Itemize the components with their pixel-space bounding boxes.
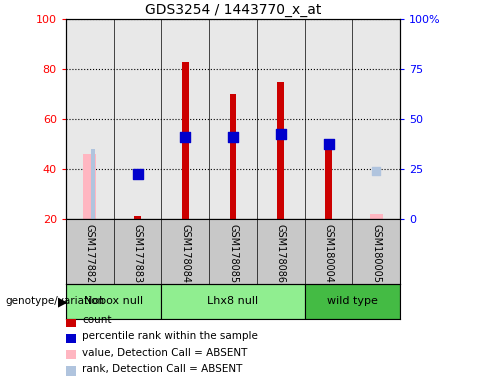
Bar <box>278 82 284 219</box>
Point <box>277 131 285 137</box>
Bar <box>66 318 76 326</box>
Text: Nobox null: Nobox null <box>84 296 143 306</box>
Bar <box>83 154 97 219</box>
Text: GSM178086: GSM178086 <box>276 224 286 283</box>
Point <box>182 134 189 140</box>
Text: GSM177883: GSM177883 <box>133 224 142 283</box>
Text: GSM180005: GSM180005 <box>371 224 381 283</box>
Bar <box>66 350 76 359</box>
Text: genotype/variation: genotype/variation <box>5 296 104 306</box>
Bar <box>325 144 332 219</box>
Text: count: count <box>82 315 112 325</box>
Point <box>134 171 142 177</box>
Point <box>229 134 237 140</box>
Bar <box>66 284 162 319</box>
Text: wild type: wild type <box>327 296 378 306</box>
Text: GSM178085: GSM178085 <box>228 224 238 283</box>
Bar <box>134 217 141 219</box>
Bar <box>305 284 400 319</box>
Bar <box>66 366 76 376</box>
Bar <box>66 334 76 343</box>
Text: percentile rank within the sample: percentile rank within the sample <box>82 331 258 341</box>
Bar <box>230 94 236 219</box>
Point <box>325 141 332 147</box>
Title: GDS3254 / 1443770_x_at: GDS3254 / 1443770_x_at <box>145 3 321 17</box>
Text: GSM180004: GSM180004 <box>324 224 333 283</box>
Text: Lhx8 null: Lhx8 null <box>207 296 259 306</box>
Text: ▶: ▶ <box>58 295 67 308</box>
Bar <box>182 62 188 219</box>
Bar <box>162 284 305 319</box>
Bar <box>369 214 383 219</box>
Text: value, Detection Call = ABSENT: value, Detection Call = ABSENT <box>82 348 247 358</box>
Text: GSM178084: GSM178084 <box>180 224 190 283</box>
Point <box>372 169 380 175</box>
Text: GSM177882: GSM177882 <box>85 224 95 283</box>
Text: rank, Detection Call = ABSENT: rank, Detection Call = ABSENT <box>82 364 243 374</box>
Bar <box>91 149 96 219</box>
